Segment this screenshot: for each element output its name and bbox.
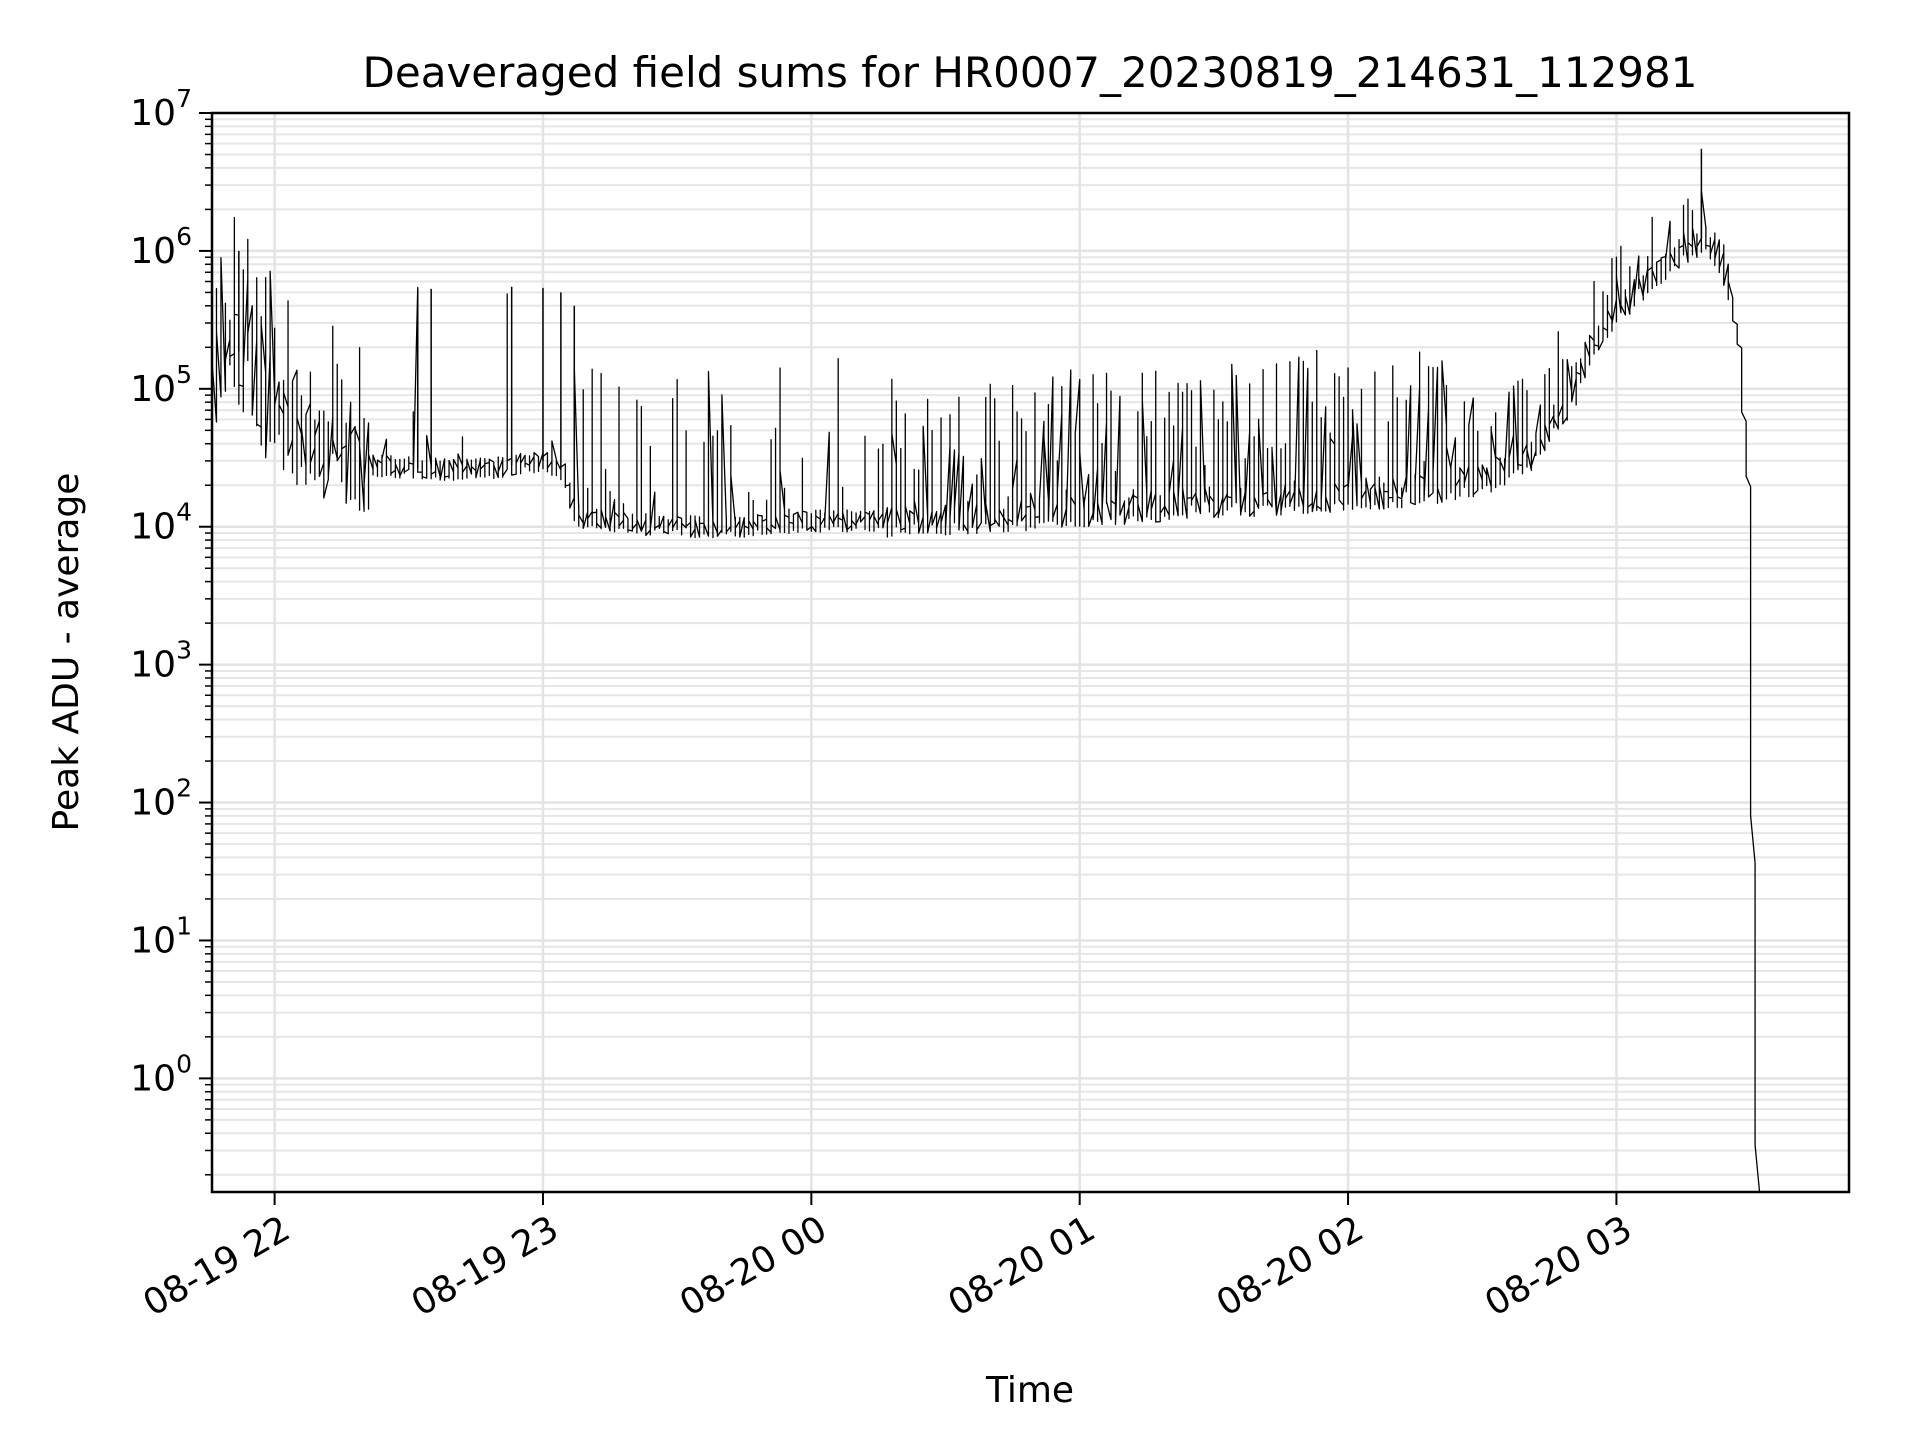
plot-frame	[210, 111, 1851, 1194]
y-tick-label: 106	[130, 222, 192, 272]
y-tick-label: 105	[130, 360, 192, 410]
y-axis-label: Peak ADU - average	[46, 473, 87, 832]
y-tick-label: 103	[130, 636, 192, 686]
minor-gridlines	[212, 118, 1849, 1176]
y-tick-label: 107	[130, 84, 192, 134]
y-axis-ticks: 100 101 102 103 104 105 106 107	[130, 84, 212, 1176]
series-line	[211, 190, 1761, 1193]
series-group	[211, 148, 1761, 1193]
x-axis-label: Time	[985, 1370, 1074, 1411]
y-tick-label: 101	[130, 911, 192, 961]
chart-title: Deaveraged field sums for HR0007_2023081…	[363, 48, 1698, 97]
y-tick-label: 104	[130, 498, 192, 548]
y-tick-label: 102	[130, 774, 192, 824]
y-tick-label: 100	[130, 1049, 192, 1099]
